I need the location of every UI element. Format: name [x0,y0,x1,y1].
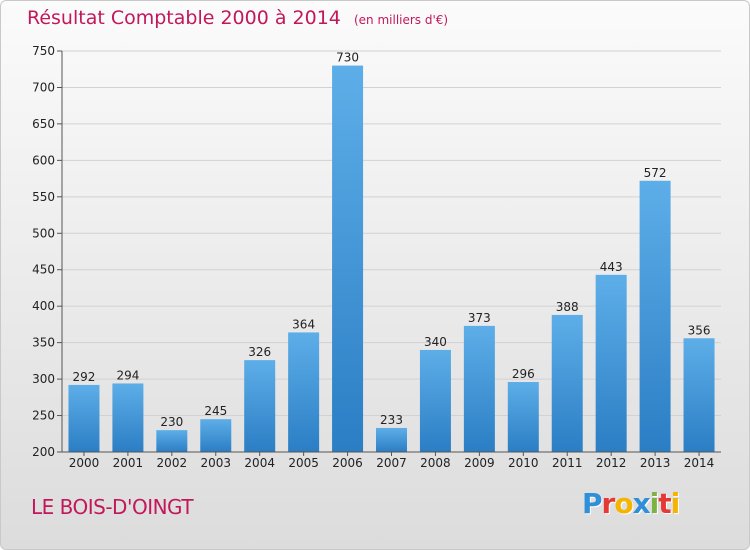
bar-value-label: 245 [204,404,227,418]
y-tick-label: 600 [32,153,55,167]
chart-title-main: Résultat Comptable 2000 à 2014 [27,7,341,29]
bar [419,349,451,452]
bar-value-label: 356 [688,323,711,337]
bar [112,383,144,452]
bar [683,338,715,452]
y-tick-label: 650 [32,117,55,131]
x-tick-label: 2011 [552,456,583,470]
x-tick-label: 2013 [640,456,671,470]
y-tick-label: 550 [32,190,55,204]
bar [68,384,100,452]
chart-subtitle: (en milliers d'€) [353,13,449,27]
x-axis: 2000 2001 2002 2003 2004 2005 2006 2007 2008 2009… [62,451,721,470]
bar [332,65,364,452]
bar-value-label: 296 [512,367,535,381]
bar-value-label: 572 [644,166,667,180]
chart-title: Résultat Comptable 2000 à 2014 (en milli… [27,7,448,29]
bar-value-label: 340 [424,335,447,349]
y-tick-label: 700 [32,80,55,94]
bar [463,325,495,452]
x-tick-label: 2010 [508,456,539,470]
logo-letter: r [601,487,616,520]
bar-value-label: 373 [468,311,491,325]
logo-letter: i [670,487,681,520]
y-tick-label: 450 [32,263,55,277]
bar-value-label: 326 [248,345,271,359]
logo-letter: x [632,487,651,520]
x-tick-label: 2002 [157,456,188,470]
logo-letter: o [614,487,633,520]
y-tick-label: 250 [32,409,55,423]
x-tick-label: 2000 [69,456,100,470]
bar-value-label: 294 [116,368,139,382]
bar-value-label: 230 [160,415,183,429]
bar-value-label: 443 [600,260,623,274]
bar [200,419,232,452]
bar-value-label: 364 [292,317,315,331]
bar [244,360,276,452]
bar-value-label: 233 [380,413,403,427]
bar [507,382,539,452]
bar [156,430,188,452]
logo-letter: t [658,487,671,520]
logo-letter: P [582,487,603,520]
bar-value-label: 292 [73,370,96,384]
y-tick-label: 500 [32,226,55,240]
x-tick-label: 2014 [684,456,715,470]
bars: 292 294 230 245 326 364 730 233 340 373 296 388 443 5… [68,51,715,452]
x-tick-label: 2001 [113,456,144,470]
bar [376,427,407,452]
x-tick-label: 2003 [200,456,231,470]
x-tick-label: 2006 [332,456,363,470]
bar-value-label: 730 [336,51,359,65]
y-tick-label: 400 [32,299,55,313]
bar [639,180,671,452]
y-tick-label: 750 [32,44,55,58]
x-tick-label: 2008 [420,456,451,470]
bar [551,314,583,452]
y-tick-label: 300 [32,372,55,386]
town-name: LE BOIS-D'OINGT [31,495,194,519]
x-tick-label: 2009 [464,456,495,470]
x-tick-label: 2005 [288,456,319,470]
y-axis: 200 250 300 350 400 450 500 550 600 650 700 750 [32,44,63,459]
proxiti-logo: Proxiti [582,487,681,520]
y-tick-label: 350 [32,336,55,350]
y-tick-label: 200 [32,445,55,459]
bar [595,274,627,452]
logo-letter: i [649,487,660,520]
bar [288,332,320,452]
bar-value-label: 388 [556,300,579,314]
x-tick-label: 2004 [244,456,275,470]
x-tick-label: 2012 [596,456,627,470]
x-tick-label: 2007 [376,456,407,470]
